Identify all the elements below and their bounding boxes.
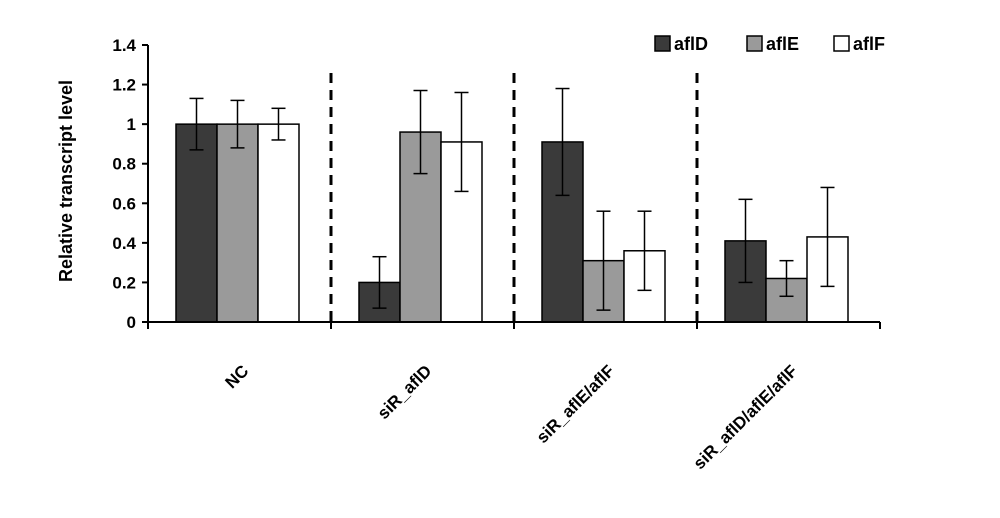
error-bar-aflE xyxy=(596,210,611,311)
y-ticks: 0 0.2 0.4 0.6 0.8 1 1.2 1.4 xyxy=(112,36,148,332)
legend-swatch-aflD xyxy=(654,35,671,52)
error-bar-aflF xyxy=(820,186,835,288)
error-bars xyxy=(189,87,835,311)
y-tick-label: 0.8 xyxy=(112,155,136,174)
bar-aflF xyxy=(257,123,300,323)
bar-aflE xyxy=(216,123,259,323)
legend-swatch-aflF xyxy=(833,35,850,52)
category-label: siR_aflE/aflF xyxy=(533,361,619,447)
category-label: siR_aflD xyxy=(374,361,436,423)
error-bar-aflF xyxy=(271,107,286,141)
error-bar-aflF xyxy=(454,91,469,193)
legend-label-aflF: aflF xyxy=(853,34,885,54)
y-tick-label: 1.4 xyxy=(112,36,136,55)
error-bar-aflF xyxy=(637,210,652,292)
y-tick-label: 1 xyxy=(127,115,136,134)
error-bar-aflD xyxy=(555,87,570,197)
error-bar-aflE xyxy=(230,99,245,149)
error-bar-aflE xyxy=(779,259,794,298)
error-bar-aflD xyxy=(189,97,204,151)
bar-aflD xyxy=(175,123,218,323)
legend-label-aflE: aflE xyxy=(766,34,799,54)
y-tick-label: 0.2 xyxy=(112,273,136,292)
bars xyxy=(175,123,849,323)
group-separators xyxy=(329,73,699,322)
error-bar-aflE xyxy=(413,89,428,175)
category-label: siR_aflD/aflE/aflF xyxy=(690,361,802,473)
category-labels: NC siR_aflD siR_aflE/aflF siR_aflD/aflE/afl… xyxy=(222,361,802,473)
error-bar-aflD xyxy=(738,198,753,284)
legend-swatch-aflE xyxy=(746,35,763,52)
legend-label-aflD: aflD xyxy=(674,34,708,54)
y-tick-label: 0.6 xyxy=(112,194,136,213)
y-tick-label: 0.4 xyxy=(112,234,136,253)
legend: aflD aflE aflF xyxy=(654,34,885,54)
y-axis-title: Relative transcript level xyxy=(56,80,76,282)
category-label: NC xyxy=(222,361,253,392)
y-tick-label: 1.2 xyxy=(112,76,136,95)
x-ticks xyxy=(147,322,881,329)
y-tick-label: 0 xyxy=(127,313,136,332)
error-bar-aflD xyxy=(372,255,387,309)
